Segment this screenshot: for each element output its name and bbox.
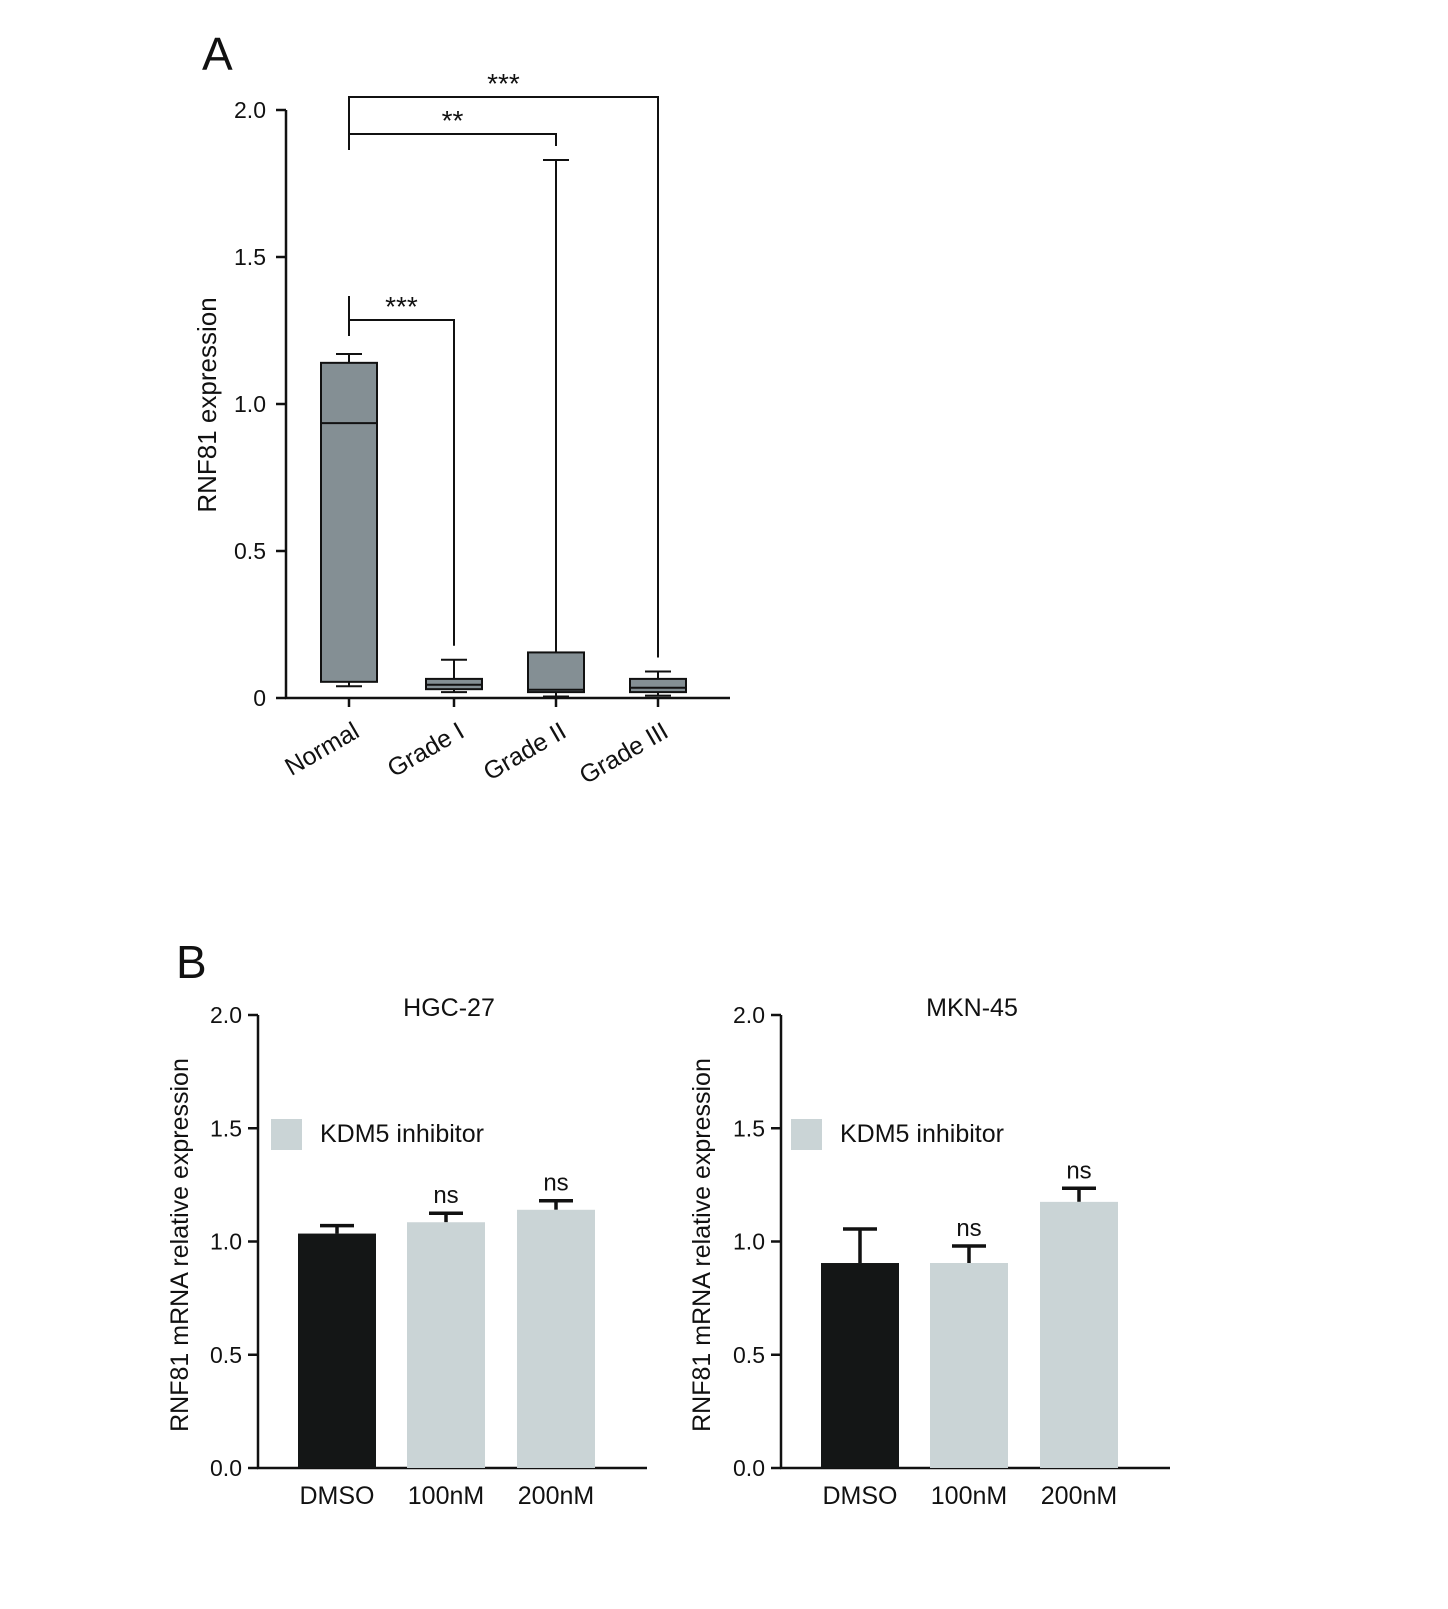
x-tick-label: 200nM — [518, 1482, 594, 1510]
x-tick-label: 100nM — [931, 1482, 1007, 1510]
significance-bracket — [348, 133, 557, 150]
significance-bracket — [348, 96, 659, 658]
y-tick-label: 0.5 — [234, 538, 266, 564]
box-grade-ii — [527, 158, 585, 707]
legend-label: KDM5 inhibitor — [840, 1120, 1004, 1148]
chart-b-mkn45-bar: 0.0 0.5 1.0 1.5 2.0 MKN-45 RNF81 mRNA relative… — [688, 994, 1170, 1510]
y-tick-label: 0.0 — [210, 1455, 242, 1481]
y-tick-label: 1.5 — [733, 1115, 765, 1141]
box-grade-i — [425, 658, 483, 707]
y-tick-label: 2.0 — [234, 97, 266, 123]
chart-title: HGC-27 — [403, 994, 495, 1022]
bar-200nm — [1040, 1201, 1118, 1468]
box-body — [527, 651, 585, 694]
x-tick-label: Normal — [280, 717, 364, 782]
box-normal — [320, 353, 378, 707]
legend-swatch — [271, 1119, 302, 1150]
box-body — [629, 677, 687, 694]
y-tick-label: 1.5 — [234, 244, 266, 270]
y-tick-label: 1.5 — [210, 1115, 242, 1141]
chart-b-hgc27-bar: 0.0 0.5 1.0 1.5 2.0 HGC-27 RNF81 mRNA relative… — [166, 994, 647, 1510]
significance-label: ns — [433, 1182, 458, 1209]
bar-100nm — [407, 1222, 485, 1468]
bar-dmso — [821, 1263, 899, 1468]
y-tick-label: 0 — [253, 685, 266, 711]
significance-label: ns — [956, 1215, 981, 1242]
x-tick-label: DMSO — [823, 1482, 898, 1510]
significance-label: *** — [385, 291, 418, 322]
bar-200nm — [517, 1209, 595, 1468]
y-tick-label: 2.0 — [210, 1002, 242, 1028]
x-tick-label: Grade III — [575, 717, 673, 790]
significance-label: *** — [487, 68, 520, 99]
legend-label: KDM5 inhibitor — [320, 1120, 484, 1148]
x-tick-label: Grade I — [383, 717, 469, 783]
y-axis-label: RNF81 mRNA relative expression — [166, 1058, 194, 1432]
panel-b-label: B — [176, 936, 207, 988]
y-axis-label: RNF81 mRNA relative expression — [688, 1058, 716, 1432]
y-tick-label: 2.0 — [733, 1002, 765, 1028]
chart-title: MKN-45 — [926, 994, 1018, 1022]
y-tick-label: 1.0 — [210, 1229, 242, 1255]
x-tick-label: 200nM — [1041, 1482, 1117, 1510]
x-tick-label: DMSO — [300, 1482, 375, 1510]
significance-label: ns — [1066, 1157, 1091, 1184]
y-tick-label: 0.0 — [733, 1455, 765, 1481]
y-tick-label: 1.0 — [733, 1229, 765, 1255]
y-axis-label: RNF81 expression — [192, 297, 222, 512]
bar-100nm — [930, 1263, 1008, 1468]
legend-swatch — [791, 1119, 822, 1150]
significance-label: ** — [442, 105, 464, 136]
x-tick-label: 100nM — [408, 1482, 484, 1510]
box-grade-iii — [629, 670, 687, 707]
y-tick-label: 0.5 — [210, 1342, 242, 1368]
chart-a-box-plot: 0 0.5 1.0 1.5 2.0 RNF81 expression Normal Grade… — [192, 68, 730, 790]
y-tick-label: 0.5 — [733, 1342, 765, 1368]
box-body — [320, 361, 378, 683]
significance-label: ns — [543, 1170, 568, 1197]
panel-a-label: A — [202, 28, 233, 80]
x-tick-label: Grade II — [479, 717, 571, 786]
y-tick-label: 1.0 — [234, 391, 266, 417]
bar-dmso — [298, 1233, 376, 1468]
